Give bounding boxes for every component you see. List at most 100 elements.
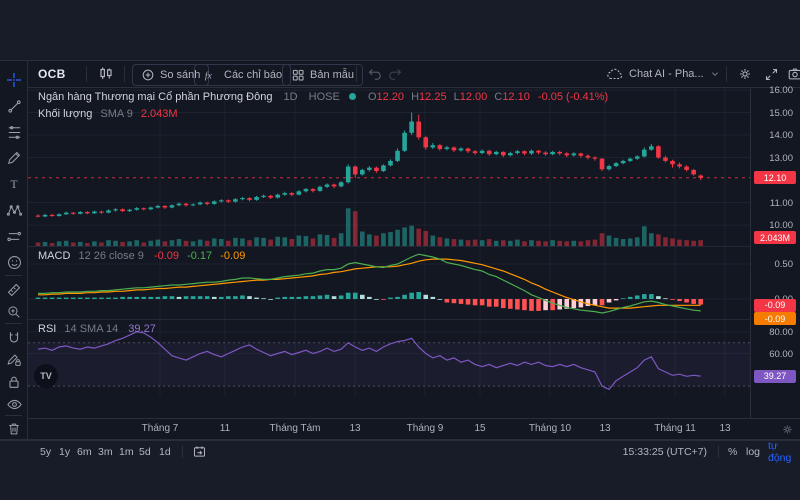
- axis-tick: 13.00: [769, 152, 793, 164]
- symbol-title[interactable]: Ngân hàng Thương mại Cổ phần Phương Đông: [38, 91, 273, 103]
- tradingview-logo-text: TV: [40, 371, 52, 381]
- zoom-in-tool-button[interactable]: [3, 301, 25, 323]
- range-button-1y[interactable]: 1y: [59, 445, 71, 458]
- chart-type-button[interactable]: [94, 61, 118, 87]
- tradingview-logo[interactable]: TV: [34, 364, 58, 388]
- toolbar-separator: [5, 323, 22, 324]
- percent-scale-button[interactable]: %: [728, 441, 737, 462]
- time-axis-label: 13: [719, 423, 731, 434]
- emoji-tool-button[interactable]: [3, 251, 25, 273]
- axis-tick: 14.00: [769, 130, 793, 142]
- interval-value[interactable]: 1D: [283, 91, 298, 103]
- toolbar-separator: [5, 415, 22, 416]
- text-tool-button[interactable]: T: [3, 173, 25, 195]
- auto-label: tự động: [768, 439, 792, 464]
- axis-tick: 16.00: [769, 85, 793, 97]
- compare-button[interactable]: So sánh: [132, 64, 210, 86]
- time-axis-label: Tháng 9: [406, 423, 444, 434]
- range-button-6m[interactable]: 6m: [77, 445, 92, 458]
- log-scale-button[interactable]: log: [746, 441, 760, 462]
- time-axis-label: Tháng 10: [528, 423, 572, 434]
- rsi-legend[interactable]: RSI 14 SMA 14 39.27: [38, 323, 156, 335]
- undo-icon: [366, 66, 382, 82]
- symbol-button[interactable]: OCB: [38, 67, 66, 81]
- toolbar-separator: [5, 275, 22, 276]
- axis-tick: 0.50: [774, 259, 794, 270]
- clock-text: 15:33:25 (UTC+7): [622, 445, 707, 458]
- time-axis-label: 11: [219, 423, 231, 434]
- compare-label: So sánh: [160, 69, 201, 81]
- macd-signal-badge: -0.09: [754, 312, 796, 326]
- volume-badge: 2.043M: [754, 231, 796, 244]
- measure-tool-button[interactable]: [3, 279, 25, 301]
- close-label: C: [494, 91, 503, 103]
- lock-drawings-button[interactable]: [3, 371, 25, 393]
- time-axis-label: Tháng Tám: [269, 423, 321, 434]
- range-button-3m[interactable]: 3m: [98, 445, 113, 458]
- redo-button[interactable]: [386, 61, 406, 87]
- settings-button[interactable]: [734, 61, 756, 87]
- hide-drawings-button[interactable]: [3, 393, 25, 415]
- range-button-5y[interactable]: 5y: [40, 445, 52, 458]
- redo-icon: [388, 66, 404, 82]
- svg-text:fx: fx: [205, 71, 213, 82]
- templates-button[interactable]: Bản mẫu: [282, 64, 364, 86]
- undo-button[interactable]: [364, 61, 384, 87]
- chart-plot[interactable]: Ngân hàng Thương mại Cổ phần Phương Đông…: [28, 88, 750, 418]
- volume-value: 2.043M: [140, 108, 178, 120]
- top-toolbar: OCB So sánh: [28, 61, 800, 88]
- rsi-params: 14 SMA 14: [64, 323, 119, 335]
- crosshair-tool-button[interactable]: [3, 69, 25, 91]
- drawing-toolbar: T: [0, 61, 28, 440]
- plus-circle-icon: [141, 68, 155, 82]
- brush-tool-button[interactable]: [3, 147, 25, 169]
- pane-separator[interactable]: [28, 246, 750, 247]
- time-axis-label: Tháng 11: [654, 423, 696, 434]
- axis-tick: 11.00: [769, 197, 793, 209]
- high-label: H: [411, 91, 420, 103]
- range-button-1m[interactable]: 1m: [119, 445, 134, 458]
- trend-line-tool-button[interactable]: [3, 95, 25, 117]
- macd-params: 12 26 close 9: [78, 250, 144, 262]
- low-value: 12.00: [459, 91, 488, 103]
- time-axis-label: 13: [349, 423, 361, 434]
- chevron-down-icon: [709, 68, 721, 80]
- chat-ai-label: Chat AI - Pha...: [629, 68, 704, 80]
- symbol-legend[interactable]: Ngân hàng Thương mại Cổ phần Phương Đông…: [38, 91, 608, 103]
- fib-retracement-tool-button[interactable]: [3, 121, 25, 143]
- pane-separator[interactable]: [28, 319, 750, 320]
- toolbar-separator: [718, 445, 719, 458]
- axis-tick: 15.00: [769, 107, 793, 119]
- macd-legend[interactable]: MACD 12 26 close 9 -0.09 -0.17 -0.09: [38, 250, 245, 262]
- volume-legend[interactable]: Khối lượng SMA 9 2.043M: [38, 108, 178, 120]
- time-axis[interactable]: Tháng 7 11 Tháng Tám 13 Tháng 9 15 Tháng 10 13 T…: [28, 418, 800, 440]
- range-button-1d[interactable]: 1d: [159, 445, 171, 458]
- go-to-date-button[interactable]: [192, 441, 207, 462]
- macd-name: MACD: [38, 250, 71, 262]
- magnet-tool-button[interactable]: [3, 327, 25, 349]
- remove-drawings-button[interactable]: [3, 418, 25, 440]
- indicators-button[interactable]: fx Các chỉ báo: [194, 64, 292, 86]
- range-button-5d[interactable]: 5d: [139, 445, 151, 458]
- clock[interactable]: 15:33:25 (UTC+7): [585, 441, 707, 462]
- go-to-date-icon: [192, 444, 207, 459]
- rsi-name: RSI: [38, 323, 57, 335]
- drawing-mode-button[interactable]: [3, 349, 25, 371]
- auto-scale-button[interactable]: tự động: [768, 439, 800, 464]
- snapshot-button[interactable]: [784, 61, 800, 87]
- fullscreen-icon: [764, 67, 779, 82]
- toolbar-separator: [726, 66, 727, 82]
- time-axis-settings-icon[interactable]: [781, 423, 794, 436]
- high-value: 12.25: [419, 91, 447, 103]
- open-label: O: [367, 91, 377, 103]
- chat-ai-dropdown[interactable]: Chat AI - Pha...: [606, 61, 721, 87]
- close-value: 12.10: [502, 91, 530, 103]
- price-axis[interactable]: 16.0015.0014.0013.0011.0010.000.500.0080…: [750, 85, 800, 418]
- forecast-tool-button[interactable]: [3, 225, 25, 247]
- indicators-label: Các chỉ báo: [224, 69, 283, 81]
- xabcd-pattern-tool-button[interactable]: [3, 199, 25, 221]
- last-price-badge: 12.10: [754, 171, 796, 185]
- grid-icon: [291, 68, 305, 82]
- svg-text:T: T: [10, 179, 17, 191]
- fullscreen-button[interactable]: [760, 61, 782, 87]
